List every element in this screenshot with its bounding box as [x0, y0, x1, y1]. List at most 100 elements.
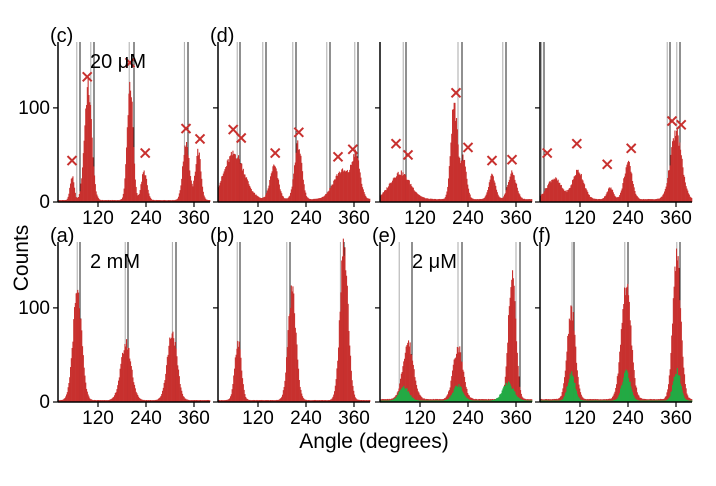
histogram-bar — [595, 198, 597, 202]
peak-marker — [402, 149, 414, 161]
histogram-bar — [189, 170, 191, 202]
histogram-bar — [246, 398, 248, 402]
histogram-bar — [229, 398, 231, 402]
histogram-bar — [515, 182, 517, 202]
histogram-bar — [348, 331, 350, 402]
histogram-bar — [663, 193, 665, 202]
histogram-bar — [202, 400, 204, 402]
histogram-bar — [679, 300, 681, 402]
histogram-bar — [98, 198, 100, 202]
histogram-bar — [597, 199, 599, 202]
histogram-bar — [529, 199, 531, 202]
histogram-bar — [630, 171, 632, 202]
peak-marker — [541, 147, 553, 159]
histogram-bar — [624, 176, 626, 202]
histogram-bar — [502, 197, 504, 202]
overlay-bar — [684, 398, 686, 402]
histogram-bar — [448, 178, 450, 202]
histogram-bar — [106, 400, 108, 402]
histogram-bar — [426, 399, 428, 402]
histogram-bar — [150, 400, 152, 402]
histogram-bar — [589, 398, 591, 402]
histogram-bar — [355, 151, 357, 202]
histogram-bar — [78, 308, 80, 402]
histogram-bar — [268, 400, 270, 402]
overlay-bar — [519, 398, 521, 402]
histogram-bar — [454, 358, 456, 402]
histogram-bar — [488, 182, 490, 202]
histogram-bar — [250, 189, 252, 202]
histogram-bar — [568, 188, 570, 202]
overlay-bar — [582, 400, 584, 402]
histogram-bar — [306, 197, 308, 202]
histogram-bar — [171, 333, 173, 402]
histogram-bar — [308, 399, 310, 402]
histogram-bar — [102, 200, 104, 202]
histogram-bar — [233, 375, 235, 402]
overlay-bar — [648, 400, 650, 402]
histogram-bar — [677, 135, 679, 202]
overlay-bar — [444, 400, 446, 402]
marker-stroke — [332, 151, 344, 163]
histogram-bar — [279, 398, 281, 402]
histogram-bar — [362, 400, 364, 402]
histogram-bar — [471, 197, 473, 202]
histogram-bar — [253, 399, 255, 402]
histogram-bar — [194, 171, 196, 202]
histogram-bar — [196, 400, 198, 402]
histogram-bar — [305, 192, 307, 202]
histogram-bar — [587, 191, 589, 202]
histogram-bar — [682, 356, 684, 402]
histogram-bar — [528, 399, 530, 402]
histogram-bar — [190, 176, 192, 202]
histogram-bar — [362, 400, 364, 402]
histogram-bar — [126, 339, 128, 402]
concentration-label: 2 mM — [90, 251, 140, 273]
histogram-bar — [160, 200, 162, 202]
histogram-bar — [572, 179, 574, 202]
histogram-bar — [405, 177, 407, 202]
overlay-bar — [529, 400, 531, 402]
histogram-bar — [161, 200, 163, 202]
histogram-bar — [598, 399, 600, 402]
marker-stroke — [293, 127, 305, 138]
histogram-bar — [266, 190, 268, 202]
histogram-bar — [560, 185, 562, 202]
histogram-bar — [540, 398, 542, 402]
histogram-bar — [565, 190, 567, 202]
histogram-bar — [500, 197, 502, 202]
histogram-bar — [182, 166, 184, 202]
panel-label: (a) — [50, 225, 74, 247]
histogram-bar — [337, 175, 339, 202]
histogram-bar — [238, 155, 240, 202]
histogram-bar — [266, 400, 268, 402]
histogram-bar — [129, 81, 131, 202]
histogram-bar — [194, 400, 196, 402]
histogram-bar — [165, 373, 167, 402]
histogram-bar — [298, 368, 300, 402]
histogram-bar — [651, 399, 653, 402]
histogram-bar — [297, 140, 299, 202]
histogram-bar — [584, 398, 586, 402]
histogram-bar — [325, 193, 327, 202]
histogram-bar — [625, 167, 627, 202]
histogram-bar — [115, 392, 117, 402]
overlay-bar — [577, 396, 579, 402]
histogram-bar — [369, 399, 371, 402]
histogram-bar — [117, 385, 119, 402]
histogram-bar — [274, 166, 276, 202]
histogram-bar — [442, 199, 444, 202]
histogram-bar — [239, 349, 241, 402]
histogram-bar — [202, 400, 204, 402]
histogram-bar — [290, 189, 292, 202]
histogram-bar — [174, 200, 176, 202]
x-tick-label: 360 — [660, 208, 692, 229]
histogram-bar — [157, 399, 159, 402]
histogram-bar — [354, 149, 356, 202]
overlay-bar — [665, 400, 667, 402]
histogram-bar — [198, 400, 200, 402]
histogram-bar — [66, 199, 68, 202]
histogram-bar — [636, 196, 638, 202]
histogram-bar — [520, 393, 522, 402]
